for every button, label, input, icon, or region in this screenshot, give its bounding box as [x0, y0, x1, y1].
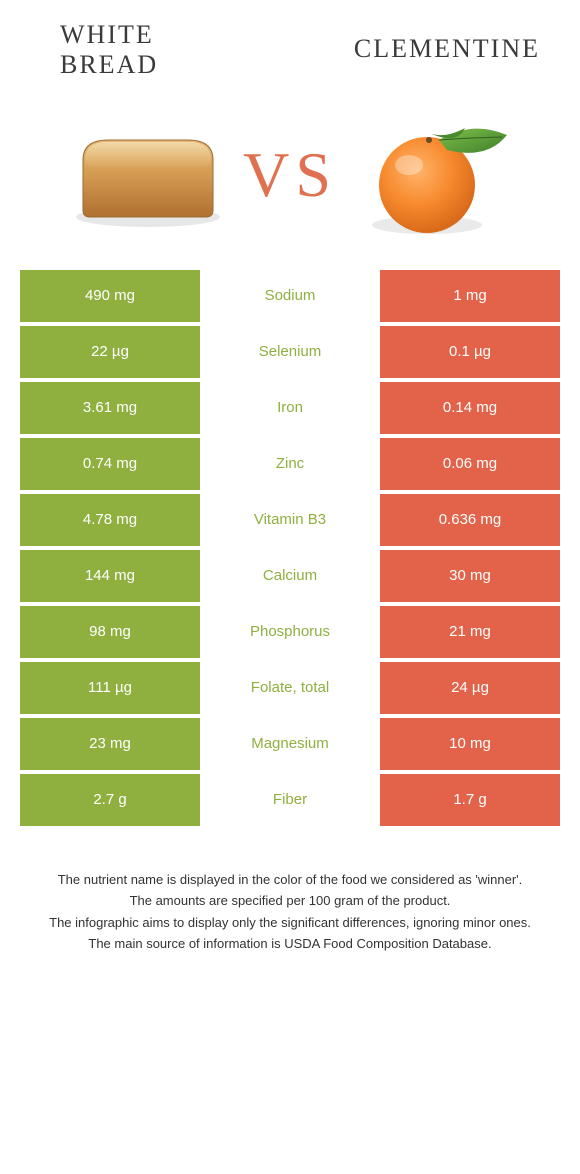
right-value: 21 mg — [380, 606, 560, 658]
comparison-table: 490 mgSodium1 mg22 µgSelenium0.1 µg3.61 … — [20, 270, 560, 830]
left-value: 4.78 mg — [20, 494, 200, 546]
nutrient-name: Fiber — [200, 774, 380, 826]
right-value: 1 mg — [380, 270, 560, 322]
nutrient-name: Vitamin B3 — [200, 494, 380, 546]
nutrient-name: Sodium — [200, 270, 380, 322]
nutrient-name: Zinc — [200, 438, 380, 490]
bread-icon — [63, 115, 233, 235]
left-value: 22 µg — [20, 326, 200, 378]
left-value: 0.74 mg — [20, 438, 200, 490]
table-row: 0.74 mgZinc0.06 mg — [20, 438, 560, 494]
title-left-line2: BREAD — [60, 50, 158, 79]
table-row: 3.61 mgIron0.14 mg — [20, 382, 560, 438]
left-value: 98 mg — [20, 606, 200, 658]
table-row: 22 µgSelenium0.1 µg — [20, 326, 560, 382]
footer-line-3: The infographic aims to display only the… — [30, 913, 550, 933]
vs-row: VS — [0, 110, 580, 240]
right-value: 0.06 mg — [380, 438, 560, 490]
table-row: 4.78 mgVitamin B30.636 mg — [20, 494, 560, 550]
vs-label: VS — [243, 138, 337, 212]
nutrient-name: Magnesium — [200, 718, 380, 770]
right-value: 0.636 mg — [380, 494, 560, 546]
nutrient-name: Calcium — [200, 550, 380, 602]
table-row: 23 mgMagnesium10 mg — [20, 718, 560, 774]
table-row: 98 mgPhosphorus21 mg — [20, 606, 560, 662]
right-value: 1.7 g — [380, 774, 560, 826]
left-value: 3.61 mg — [20, 382, 200, 434]
table-row: 111 µgFolate, total24 µg — [20, 662, 560, 718]
right-value: 10 mg — [380, 718, 560, 770]
title-left: WHITE BREAD — [60, 20, 158, 80]
header: WHITE BREAD CLEMENTINE — [0, 0, 580, 80]
left-value: 111 µg — [20, 662, 200, 714]
right-value: 30 mg — [380, 550, 560, 602]
footer-line-4: The main source of information is USDA F… — [30, 934, 550, 954]
nutrient-name: Selenium — [200, 326, 380, 378]
clementine-icon — [347, 110, 517, 240]
footer-line-2: The amounts are specified per 100 gram o… — [30, 891, 550, 911]
nutrient-name: Folate, total — [200, 662, 380, 714]
left-value: 2.7 g — [20, 774, 200, 826]
title-right: CLEMENTINE — [354, 20, 540, 64]
table-row: 2.7 gFiber1.7 g — [20, 774, 560, 830]
footer-line-1: The nutrient name is displayed in the co… — [30, 870, 550, 890]
nutrient-name: Iron — [200, 382, 380, 434]
left-value: 490 mg — [20, 270, 200, 322]
table-row: 490 mgSodium1 mg — [20, 270, 560, 326]
nutrient-name: Phosphorus — [200, 606, 380, 658]
right-value: 0.14 mg — [380, 382, 560, 434]
left-value: 23 mg — [20, 718, 200, 770]
right-value: 0.1 µg — [380, 326, 560, 378]
footer-notes: The nutrient name is displayed in the co… — [30, 870, 550, 954]
table-row: 144 mgCalcium30 mg — [20, 550, 560, 606]
right-value: 24 µg — [380, 662, 560, 714]
title-left-line1: WHITE — [60, 20, 154, 49]
left-value: 144 mg — [20, 550, 200, 602]
